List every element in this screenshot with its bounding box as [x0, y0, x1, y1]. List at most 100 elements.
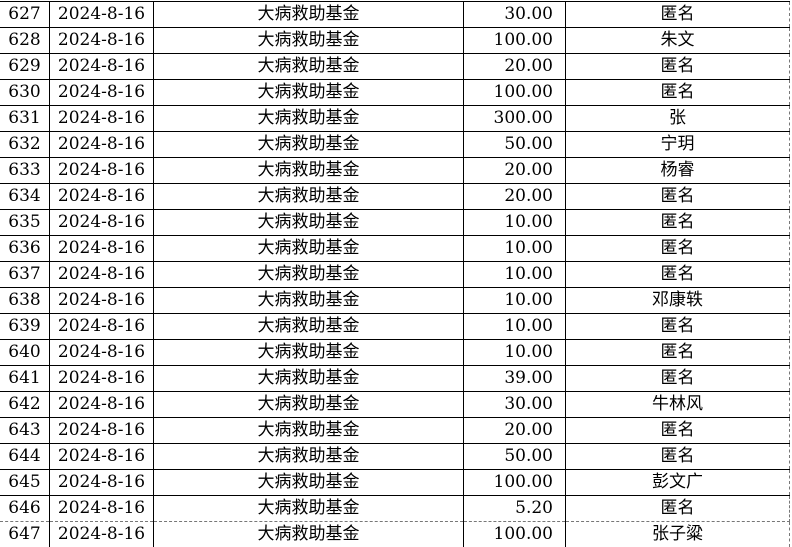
fund-cell[interactable]: 大病救助基金	[154, 28, 464, 54]
row-number-cell[interactable]: 630	[0, 80, 50, 106]
date-cell[interactable]: 2024-8-16	[50, 132, 154, 158]
fund-cell[interactable]: 大病救助基金	[154, 340, 464, 366]
date-cell[interactable]: 2024-8-16	[50, 80, 154, 106]
fund-cell[interactable]: 大病救助基金	[154, 418, 464, 444]
amount-cell[interactable]: 5.20	[464, 496, 566, 522]
donor-cell[interactable]: 匿名	[566, 184, 790, 210]
row-number-cell[interactable]: 639	[0, 314, 50, 340]
fund-cell[interactable]: 大病救助基金	[154, 236, 464, 262]
amount-cell[interactable]: 20.00	[464, 54, 566, 80]
fund-cell[interactable]: 大病救助基金	[154, 392, 464, 418]
row-number-cell[interactable]: 633	[0, 158, 50, 184]
row-number-cell[interactable]: 645	[0, 470, 50, 496]
donor-cell[interactable]: 朱文	[566, 28, 790, 54]
amount-cell[interactable]: 100.00	[464, 470, 566, 496]
date-cell[interactable]: 2024-8-16	[50, 418, 154, 444]
amount-cell[interactable]: 30.00	[464, 392, 566, 418]
fund-cell[interactable]: 大病救助基金	[154, 210, 464, 236]
row-number-cell[interactable]: 628	[0, 28, 50, 54]
amount-cell[interactable]: 20.00	[464, 158, 566, 184]
amount-cell[interactable]: 10.00	[464, 262, 566, 288]
row-number-cell[interactable]: 631	[0, 106, 50, 132]
row-number-cell[interactable]: 647	[0, 522, 50, 547]
row-number-cell[interactable]: 642	[0, 392, 50, 418]
date-cell[interactable]: 2024-8-16	[50, 392, 154, 418]
date-cell[interactable]: 2024-8-16	[50, 444, 154, 470]
row-number-cell[interactable]: 638	[0, 288, 50, 314]
fund-cell[interactable]: 大病救助基金	[154, 2, 464, 28]
date-cell[interactable]: 2024-8-16	[50, 340, 154, 366]
date-cell[interactable]: 2024-8-16	[50, 522, 154, 547]
amount-cell[interactable]: 20.00	[464, 418, 566, 444]
donor-cell[interactable]: 匿名	[566, 496, 790, 522]
fund-cell[interactable]: 大病救助基金	[154, 184, 464, 210]
fund-cell[interactable]: 大病救助基金	[154, 496, 464, 522]
donor-cell[interactable]: 匿名	[566, 314, 790, 340]
amount-cell[interactable]: 10.00	[464, 236, 566, 262]
amount-cell[interactable]: 39.00	[464, 366, 566, 392]
fund-cell[interactable]: 大病救助基金	[154, 262, 464, 288]
date-cell[interactable]: 2024-8-16	[50, 28, 154, 54]
fund-cell[interactable]: 大病救助基金	[154, 106, 464, 132]
amount-cell[interactable]: 50.00	[464, 132, 566, 158]
fund-cell[interactable]: 大病救助基金	[154, 288, 464, 314]
row-number-cell[interactable]: 641	[0, 366, 50, 392]
donor-cell[interactable]: 匿名	[566, 80, 790, 106]
amount-cell[interactable]: 10.00	[464, 288, 566, 314]
row-number-cell[interactable]: 644	[0, 444, 50, 470]
row-number-cell[interactable]: 627	[0, 2, 50, 28]
donor-cell[interactable]: 匿名	[566, 444, 790, 470]
fund-cell[interactable]: 大病救助基金	[154, 470, 464, 496]
date-cell[interactable]: 2024-8-16	[50, 496, 154, 522]
donor-cell[interactable]: 匿名	[566, 236, 790, 262]
date-cell[interactable]: 2024-8-16	[50, 470, 154, 496]
amount-cell[interactable]: 10.00	[464, 314, 566, 340]
amount-cell[interactable]: 300.00	[464, 106, 566, 132]
amount-cell[interactable]: 50.00	[464, 444, 566, 470]
fund-cell[interactable]: 大病救助基金	[154, 314, 464, 340]
date-cell[interactable]: 2024-8-16	[50, 54, 154, 80]
date-cell[interactable]: 2024-8-16	[50, 184, 154, 210]
donor-cell[interactable]: 邓康轶	[566, 288, 790, 314]
row-number-cell[interactable]: 629	[0, 54, 50, 80]
date-cell[interactable]: 2024-8-16	[50, 236, 154, 262]
donor-cell[interactable]: 匿名	[566, 340, 790, 366]
fund-cell[interactable]: 大病救助基金	[154, 158, 464, 184]
donor-cell[interactable]: 牛林风	[566, 392, 790, 418]
amount-cell[interactable]: 20.00	[464, 184, 566, 210]
amount-cell[interactable]: 100.00	[464, 28, 566, 54]
donor-cell[interactable]: 宁玥	[566, 132, 790, 158]
donor-cell[interactable]: 匿名	[566, 366, 790, 392]
donor-cell[interactable]: 匿名	[566, 54, 790, 80]
fund-cell[interactable]: 大病救助基金	[154, 80, 464, 106]
row-number-cell[interactable]: 646	[0, 496, 50, 522]
donor-cell[interactable]: 张	[566, 106, 790, 132]
donor-cell[interactable]: 杨睿	[566, 158, 790, 184]
amount-cell[interactable]: 30.00	[464, 2, 566, 28]
row-number-cell[interactable]: 634	[0, 184, 50, 210]
donor-cell[interactable]: 彭文广	[566, 470, 790, 496]
donor-cell[interactable]: 张子粱	[566, 522, 790, 547]
donor-cell[interactable]: 匿名	[566, 418, 790, 444]
row-number-cell[interactable]: 635	[0, 210, 50, 236]
amount-cell[interactable]: 10.00	[464, 210, 566, 236]
amount-cell[interactable]: 10.00	[464, 340, 566, 366]
fund-cell[interactable]: 大病救助基金	[154, 54, 464, 80]
amount-cell[interactable]: 100.00	[464, 80, 566, 106]
date-cell[interactable]: 2024-8-16	[50, 366, 154, 392]
fund-cell[interactable]: 大病救助基金	[154, 522, 464, 547]
date-cell[interactable]: 2024-8-16	[50, 158, 154, 184]
row-number-cell[interactable]: 636	[0, 236, 50, 262]
row-number-cell[interactable]: 637	[0, 262, 50, 288]
donor-cell[interactable]: 匿名	[566, 2, 790, 28]
date-cell[interactable]: 2024-8-16	[50, 288, 154, 314]
row-number-cell[interactable]: 640	[0, 340, 50, 366]
date-cell[interactable]: 2024-8-16	[50, 2, 154, 28]
date-cell[interactable]: 2024-8-16	[50, 262, 154, 288]
row-number-cell[interactable]: 632	[0, 132, 50, 158]
donor-cell[interactable]: 匿名	[566, 262, 790, 288]
fund-cell[interactable]: 大病救助基金	[154, 132, 464, 158]
fund-cell[interactable]: 大病救助基金	[154, 366, 464, 392]
fund-cell[interactable]: 大病救助基金	[154, 444, 464, 470]
donor-cell[interactable]: 匿名	[566, 210, 790, 236]
